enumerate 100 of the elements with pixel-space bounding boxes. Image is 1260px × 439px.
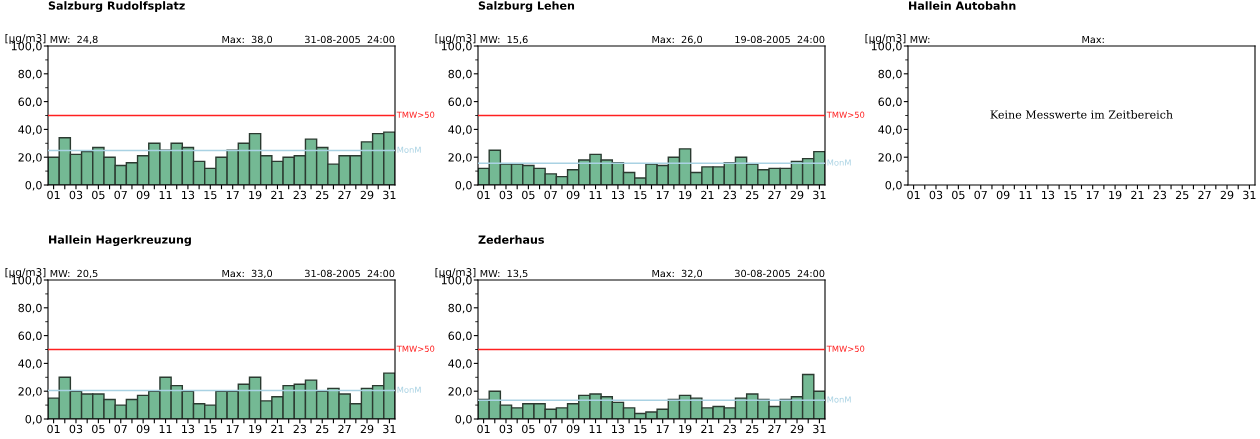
- y-tick-label: 40,0: [18, 125, 42, 135]
- text: Max:: [1082, 35, 1104, 44]
- x-tick-label: 19: [679, 190, 692, 200]
- ref-line-label: TMW>50: [826, 345, 865, 352]
- ref-line-label: MonM: [827, 396, 851, 403]
- x-tick-label: 03: [499, 424, 513, 434]
- text: 31-08-2005 24:00: [305, 269, 395, 278]
- x-tick-label: 29: [360, 190, 374, 200]
- y-tick-label: 100,0: [11, 41, 42, 52]
- x-tick-label: 15: [634, 190, 647, 200]
- chart-title: Zederhaus: [478, 235, 544, 244]
- x-tick-label: 27: [338, 424, 351, 433]
- y-tick-label: 40,0: [878, 125, 902, 135]
- x-tick-label: 31: [1243, 190, 1256, 200]
- x-tick-label: 11: [159, 424, 172, 433]
- text: 19-08-2005 24:00: [735, 35, 825, 44]
- x-tick-label: 27: [768, 190, 781, 199]
- y-tick-label: 40,0: [448, 359, 472, 369]
- x-tick-label: 29: [790, 190, 804, 200]
- y-tick-label: 80,0: [878, 69, 902, 80]
- chart-title: Salzburg Rudolfsplatz: [48, 1, 185, 12]
- x-tick-label: 11: [159, 190, 172, 199]
- x-tick-label: 21: [271, 190, 284, 199]
- y-tick-label: 60,0: [878, 97, 902, 108]
- x-tick-label: 29: [1220, 190, 1234, 200]
- x-tick-label: 29: [790, 424, 804, 434]
- x-tick-label: 09: [566, 424, 580, 434]
- text: 30-08-2005 24:00: [735, 269, 825, 278]
- x-tick-label: 13: [612, 190, 625, 200]
- y-tick-label: 20,0: [448, 387, 472, 397]
- x-tick-label: 03: [69, 190, 83, 200]
- x-tick-label: 09: [566, 190, 580, 200]
- x-tick-label: 19: [679, 424, 692, 434]
- x-tick-label: 27: [768, 424, 781, 433]
- x-tick-label: 31: [813, 424, 826, 434]
- x-tick-label: 13: [612, 424, 625, 434]
- x-tick-label: 07: [974, 190, 987, 200]
- x-tick-label: 03: [929, 190, 943, 200]
- x-tick-label: 01: [477, 190, 490, 200]
- x-tick-label: 15: [204, 190, 217, 200]
- x-tick-label: 01: [47, 190, 60, 200]
- x-tick-label: 21: [271, 424, 284, 433]
- y-axis-title: [µg/m3]: [435, 267, 476, 278]
- text: MW: 13,5: [480, 269, 528, 279]
- x-tick-label: 11: [589, 190, 602, 199]
- x-tick-label: 17: [226, 424, 239, 433]
- x-tick-label: 19: [1109, 190, 1122, 200]
- x-tick-label: 27: [1198, 190, 1211, 199]
- y-tick-label: 40,0: [448, 125, 472, 135]
- x-tick-label: 25: [745, 190, 759, 200]
- text: MW: 24,8: [50, 35, 98, 45]
- y-tick-label: 0,0: [25, 180, 42, 191]
- x-tick-label: 23: [293, 190, 307, 200]
- ref-line-label: TMW>50: [826, 111, 865, 118]
- chart-title: Salzburg Lehen: [478, 1, 575, 12]
- y-tick-label: 100,0: [871, 41, 902, 52]
- x-tick-label: 19: [249, 424, 262, 434]
- y-tick-label: 80,0: [18, 303, 42, 314]
- x-tick-label: 11: [589, 424, 602, 433]
- x-tick-label: 21: [701, 424, 714, 433]
- x-tick-label: 05: [92, 190, 105, 200]
- x-tick-label: 17: [226, 190, 239, 199]
- y-tick-label: 20,0: [448, 153, 472, 163]
- x-tick-label: 25: [1175, 190, 1189, 200]
- x-tick-label: 17: [656, 424, 669, 433]
- y-tick-label: 100,0: [441, 275, 472, 286]
- chart-title: Hallein Hagerkreuzung: [49, 235, 191, 246]
- x-tick-label: 01: [477, 424, 490, 434]
- text: MW: 20,5: [50, 269, 98, 279]
- text: Max: 38,0: [222, 35, 273, 45]
- x-tick-label: 19: [249, 190, 262, 200]
- y-tick-label: 60,0: [448, 331, 472, 342]
- y-tick-label: 0,0: [25, 414, 42, 425]
- text: MW:: [910, 35, 930, 43]
- ref-line-label: TMW>50: [396, 345, 435, 352]
- x-tick-label: 11: [1019, 190, 1032, 199]
- y-tick-label: 100,0: [11, 275, 42, 286]
- x-tick-label: 17: [1086, 190, 1099, 199]
- annotation: Keine Messwerte im Zeitbereich: [990, 110, 1173, 119]
- text: Max: 26,0: [652, 35, 703, 45]
- x-tick-label: 05: [952, 190, 965, 200]
- y-axis-title: [µg/m3]: [865, 33, 906, 44]
- x-tick-label: 13: [1042, 190, 1055, 200]
- x-tick-label: 13: [182, 190, 195, 200]
- x-tick-label: 01: [907, 190, 920, 200]
- x-tick-label: 31: [813, 190, 826, 200]
- x-tick-label: 03: [69, 424, 83, 434]
- x-tick-label: 21: [701, 190, 714, 199]
- x-tick-label: 29: [360, 424, 374, 434]
- text: Max: 32,0: [652, 269, 703, 279]
- y-tick-label: 80,0: [448, 69, 472, 80]
- x-tick-label: 31: [383, 190, 396, 200]
- x-tick-label: 05: [522, 424, 535, 434]
- ref-line-label: MonM: [397, 386, 421, 393]
- x-tick-label: 31: [383, 424, 396, 434]
- x-tick-label: 23: [293, 424, 307, 434]
- y-tick-label: 20,0: [878, 153, 902, 163]
- x-tick-label: 23: [723, 190, 737, 200]
- text: 31-08-2005 24:00: [305, 35, 395, 44]
- x-tick-label: 27: [338, 190, 351, 199]
